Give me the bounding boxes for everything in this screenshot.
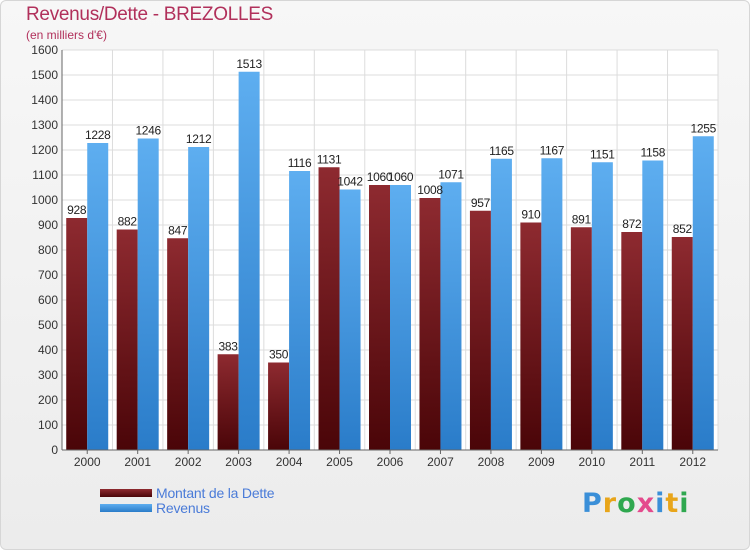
bar-revenus (289, 171, 311, 450)
label-debt: 928 (67, 203, 87, 217)
label-revenus: 1042 (337, 175, 363, 189)
bar-debt (469, 210, 491, 450)
bar-debt (570, 227, 592, 450)
label-revenus: 1116 (288, 156, 312, 170)
bar-debt (268, 362, 290, 450)
label-revenus: 1165 (489, 144, 514, 158)
x-tick-label: 2004 (276, 455, 303, 469)
label-revenus: 1060 (388, 170, 414, 184)
bar-revenus (541, 158, 563, 450)
x-tick-label: 2012 (679, 455, 706, 469)
bar-debt (621, 232, 643, 450)
legend-swatch-debt (100, 489, 152, 497)
chart-subtitle: (en milliers d'€) (26, 28, 107, 42)
x-tick-label: 2002 (175, 455, 202, 469)
x-tick-label: 2001 (124, 455, 151, 469)
y-tick-label: 200 (38, 393, 58, 407)
label-revenus: 1513 (236, 57, 262, 71)
label-debt: 882 (118, 215, 138, 229)
label-revenus: 1158 (641, 146, 666, 160)
label-debt: 847 (168, 223, 188, 237)
legend-label-revenus: Revenus (156, 500, 210, 516)
label-debt: 1008 (417, 183, 443, 197)
x-tick-label: 2007 (427, 455, 454, 469)
axes: 0 100 200 300 400 500 600 700 800 900 1000 1100 1200… (31, 43, 718, 469)
y-tick-label: 100 (38, 418, 58, 432)
data-labels: 928 1228 882 1246 847 1212 383 1513 350 1116 1131 1… (67, 57, 717, 362)
label-debt: 872 (622, 217, 642, 231)
label-revenus: 1212 (186, 132, 212, 146)
label-revenus: 1246 (135, 124, 161, 138)
y-tick-label: 400 (38, 343, 58, 357)
bar-revenus (188, 147, 210, 450)
x-tick-label: 2011 (629, 455, 655, 469)
x-tick-label: 2000 (74, 455, 101, 469)
bar-revenus (137, 138, 159, 450)
bar-revenus (591, 162, 613, 450)
y-tick-label: 1200 (31, 143, 58, 157)
label-revenus: 1255 (691, 121, 717, 135)
x-tick-label: 2003 (225, 455, 252, 469)
label-debt: 1131 (317, 152, 342, 166)
y-tick-label: 1500 (31, 68, 58, 82)
label-revenus: 1167 (540, 143, 565, 157)
label-debt: 383 (219, 339, 239, 353)
y-tick-label: 1100 (32, 168, 58, 182)
y-tick-label: 900 (38, 218, 58, 232)
legend-swatch-revenus (100, 504, 152, 512)
bar-debt (318, 167, 340, 450)
bar-chart: 928 1228 882 1246 847 1212 383 1513 350 1116 1131 1… (31, 43, 719, 469)
label-debt: 1060 (367, 170, 393, 184)
bar-revenus (642, 160, 664, 450)
y-tick-label: 1000 (31, 193, 58, 207)
bar-revenus (440, 182, 462, 450)
bar-debt (116, 229, 138, 450)
bar-revenus (692, 136, 714, 450)
label-revenus: 1151 (590, 147, 615, 161)
label-debt: 350 (269, 348, 289, 362)
bar-revenus (339, 189, 361, 450)
y-tick-label: 700 (38, 268, 58, 282)
legend-label-debt: Montant de la Dette (156, 485, 275, 501)
bar-debt (66, 218, 88, 450)
bar-debt (369, 185, 390, 450)
y-tick-label: 1400 (31, 93, 58, 107)
bar-debt (217, 354, 239, 450)
x-tick-label: 2005 (326, 455, 353, 469)
bars (66, 71, 714, 450)
proxiti-logo: Proxiti (582, 488, 690, 519)
bar-debt (520, 222, 542, 450)
y-tick-label: 300 (38, 368, 58, 382)
bar-revenus (390, 185, 411, 450)
y-tick-label: 0 (51, 443, 58, 457)
x-tick-label: 2010 (578, 455, 605, 469)
y-tick-label: 1600 (31, 43, 58, 57)
x-tick-label: 2009 (528, 455, 555, 469)
x-tick-label: 2006 (377, 455, 404, 469)
bar-debt (671, 237, 693, 450)
y-tick-label: 500 (38, 318, 58, 332)
bar-revenus (490, 158, 512, 450)
bar-revenus (238, 71, 260, 450)
bar-revenus (87, 143, 109, 450)
y-tick-label: 600 (38, 293, 58, 307)
label-revenus: 1228 (85, 128, 111, 142)
bar-debt (419, 198, 441, 450)
label-debt: 852 (673, 222, 693, 236)
y-tick-label: 800 (38, 243, 58, 257)
label-debt: 891 (572, 212, 592, 226)
label-debt: 910 (521, 208, 541, 222)
bar-debt (167, 238, 189, 450)
x-tick-label: 2008 (478, 455, 505, 469)
label-revenus: 1071 (438, 167, 464, 181)
y-tick-label: 1300 (31, 118, 58, 132)
label-debt: 957 (471, 196, 491, 210)
chart-title: Revenus/Dette - BREZOLLES (26, 4, 273, 25)
